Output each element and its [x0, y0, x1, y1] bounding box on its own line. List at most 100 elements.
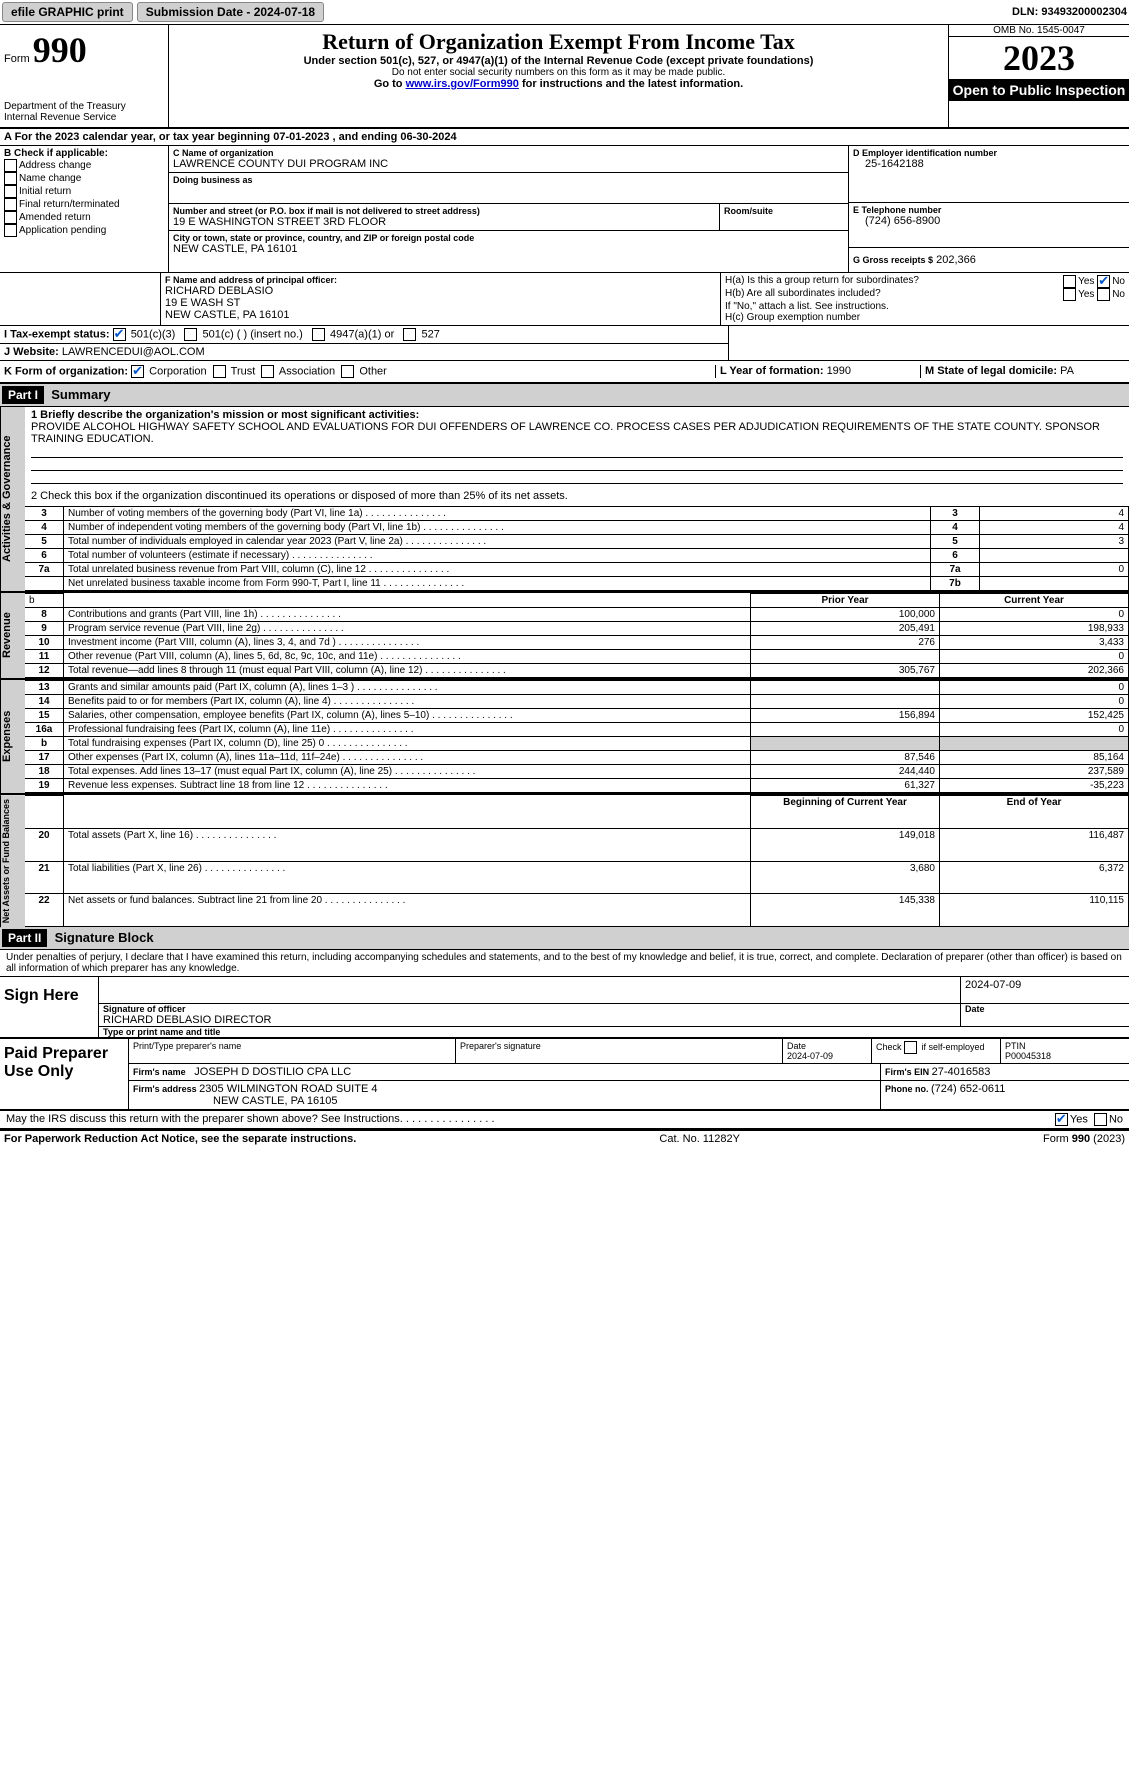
- part2-title-row: Part II Signature Block: [0, 927, 1129, 950]
- section-ij: I Tax-exempt status: 501(c)(3) 501(c) ( …: [0, 326, 1129, 361]
- firm-city: NEW CASTLE, PA 16105: [133, 1095, 876, 1107]
- section-revenue: Revenue b Prior YearCurrent Year8 Contri…: [0, 591, 1129, 678]
- net-line: 22 Net assets or fund balances. Subtract…: [25, 894, 1129, 927]
- sign-date: 2024-07-09: [960, 977, 1129, 1003]
- vert-revenue: Revenue: [0, 593, 25, 678]
- summary-line: 6 Total number of volunteers (estimate i…: [25, 549, 1129, 563]
- firm-addr: 2305 WILMINGTON ROAD SUITE 4: [199, 1083, 377, 1095]
- expense-line: 13 Grants and similar amounts paid (Part…: [25, 681, 1129, 695]
- check-address[interactable]: Address change: [4, 159, 164, 172]
- ag-table: 3 Number of voting members of the govern…: [25, 506, 1129, 591]
- revenue-line: 9 Program service revenue (Part VIII, li…: [25, 622, 1129, 636]
- section-expenses: Expenses 13 Grants and similar amounts p…: [0, 678, 1129, 793]
- efile-print-button[interactable]: efile GRAPHIC print: [2, 2, 133, 22]
- phone: (724) 656-8900: [865, 215, 1125, 227]
- box-deg: D Employer identification number 25-1642…: [848, 146, 1129, 272]
- check-name[interactable]: Name change: [4, 172, 164, 185]
- omb-number: OMB No. 1545-0047: [949, 25, 1129, 37]
- revenue-table: b Prior YearCurrent Year8 Contributions …: [25, 593, 1129, 678]
- footer: For Paperwork Reduction Act Notice, see …: [0, 1129, 1129, 1147]
- discuss-yes[interactable]: [1055, 1113, 1068, 1126]
- irs-link[interactable]: www.irs.gov/Form990: [406, 78, 519, 90]
- sign-here-block: Sign Here 2024-07-09 Signature of office…: [0, 977, 1129, 1039]
- public-inspection: Open to Public Inspection: [949, 79, 1129, 101]
- gross-receipts: 202,366: [936, 254, 976, 266]
- street-address: 19 E WASHINGTON STREET 3RD FLOOR: [173, 216, 715, 228]
- check-501c3[interactable]: [113, 328, 126, 341]
- firm-phone: (724) 652-0611: [931, 1083, 1005, 1095]
- footer-left: For Paperwork Reduction Act Notice, see …: [4, 1133, 356, 1145]
- dln-label: DLN: 93493200002304: [1012, 6, 1127, 18]
- summary-line: 5 Total number of individuals employed i…: [25, 535, 1129, 549]
- officer-city: NEW CASTLE, PA 16101: [165, 309, 716, 321]
- org-name: LAWRENCE COUNTY DUI PROGRAM INC: [173, 158, 844, 170]
- part1-header: Part I: [2, 386, 44, 404]
- penalty-text: Under penalties of perjury, I declare th…: [0, 950, 1129, 977]
- form-number: 990: [33, 30, 87, 70]
- section-fh: F Name and address of principal officer:…: [0, 273, 1129, 326]
- revenue-line: 8 Contributions and grants (Part VIII, l…: [25, 608, 1129, 622]
- check-corp[interactable]: [131, 365, 144, 378]
- ptin: P00045318: [1005, 1051, 1051, 1061]
- form-word: Form: [4, 53, 30, 65]
- officer-addr: 19 E WASH ST: [165, 297, 716, 309]
- expense-line: 19 Revenue less expenses. Subtract line …: [25, 779, 1129, 793]
- expenses-table: 13 Grants and similar amounts paid (Part…: [25, 680, 1129, 793]
- form-header: Form 990 Department of the Treasury Inte…: [0, 25, 1129, 129]
- box-f: F Name and address of principal officer:…: [161, 273, 721, 325]
- net-table: Beginning of Current YearEnd of Year20 T…: [25, 795, 1129, 927]
- footer-form: Form 990 (2023): [1043, 1133, 1125, 1145]
- revenue-line: 12 Total revenue—add lines 8 through 11 …: [25, 664, 1129, 678]
- expense-line: 15 Salaries, other compensation, employe…: [25, 709, 1129, 723]
- tax-year: 2023: [949, 37, 1129, 79]
- paid-preparer-block: Paid Preparer Use Only Print/Type prepar…: [0, 1039, 1129, 1111]
- paid-preparer-label: Paid Preparer Use Only: [0, 1039, 128, 1109]
- net-header: Beginning of Current YearEnd of Year: [25, 796, 1129, 829]
- vert-activities: Activities & Governance: [0, 407, 25, 591]
- net-line: 21 Total liabilities (Part X, line 26) 3…: [25, 861, 1129, 894]
- check-initial[interactable]: Initial return: [4, 185, 164, 198]
- submission-date-button[interactable]: Submission Date - 2024-07-18: [137, 2, 324, 22]
- firm-name: JOSEPH D DOSTILIO CPA LLC: [194, 1066, 351, 1078]
- box-h: H(a) Is this a group return for subordin…: [721, 273, 1129, 325]
- subtitle: Under section 501(c), 527, or 4947(a)(1)…: [173, 55, 944, 67]
- goto-line: Go to www.irs.gov/Form990 for instructio…: [173, 78, 944, 90]
- revenue-header: b Prior YearCurrent Year: [25, 594, 1129, 608]
- sign-here-label: Sign Here: [0, 977, 98, 1037]
- year-box: OMB No. 1545-0047 2023 Open to Public In…: [948, 25, 1129, 127]
- expense-line: 17 Other expenses (Part IX, column (A), …: [25, 751, 1129, 765]
- vert-expenses: Expenses: [0, 680, 25, 793]
- dept-treasury: Department of the Treasury Internal Reve…: [4, 101, 164, 123]
- section-activities: Activities & Governance 1 Briefly descri…: [0, 407, 1129, 591]
- expense-line: 14 Benefits paid to or for members (Part…: [25, 695, 1129, 709]
- check-final[interactable]: Final return/terminated: [4, 198, 164, 211]
- section-bcdeg: B Check if applicable: Address change Na…: [0, 146, 1129, 273]
- check-amended[interactable]: Amended return: [4, 211, 164, 224]
- expense-line: b Total fundraising expenses (Part IX, c…: [25, 737, 1129, 751]
- section-klm: K Form of organization: Corporation Trus…: [0, 361, 1129, 384]
- box-b: B Check if applicable: Address change Na…: [0, 146, 169, 272]
- discuss-row: May the IRS discuss this return with the…: [0, 1111, 1129, 1129]
- summary-line: 4 Number of independent voting members o…: [25, 521, 1129, 535]
- summary-line: Net unrelated business taxable income fr…: [25, 577, 1129, 591]
- section-netassets: Net Assets or Fund Balances Beginning of…: [0, 793, 1129, 927]
- check-pending[interactable]: Application pending: [4, 224, 164, 237]
- signer-name: RICHARD DEBLASIO DIRECTOR: [103, 1014, 956, 1026]
- ein: 25-1642188: [865, 158, 1125, 170]
- revenue-line: 11 Other revenue (Part VIII, column (A),…: [25, 650, 1129, 664]
- box-c: C Name of organization LAWRENCE COUNTY D…: [169, 146, 848, 272]
- net-line: 20 Total assets (Part X, line 16) 149,01…: [25, 828, 1129, 861]
- part2-header: Part II: [2, 929, 47, 947]
- discuss-no[interactable]: [1094, 1113, 1107, 1126]
- part1-title-row: Part I Summary: [0, 384, 1129, 407]
- footer-cat: Cat. No. 11282Y: [659, 1133, 740, 1145]
- title-box: Return of Organization Exempt From Incom…: [169, 25, 948, 127]
- line-a: A For the 2023 calendar year, or tax yea…: [0, 129, 1129, 146]
- expense-line: 16a Professional fundraising fees (Part …: [25, 723, 1129, 737]
- line-2: 2 Check this box if the organization dis…: [31, 490, 568, 502]
- ssn-warning: Do not enter social security numbers on …: [173, 67, 944, 78]
- city-state-zip: NEW CASTLE, PA 16101: [173, 243, 844, 255]
- form-title: Return of Organization Exempt From Incom…: [173, 29, 944, 55]
- summary-line: 3 Number of voting members of the govern…: [25, 507, 1129, 521]
- officer-name: RICHARD DEBLASIO: [165, 285, 716, 297]
